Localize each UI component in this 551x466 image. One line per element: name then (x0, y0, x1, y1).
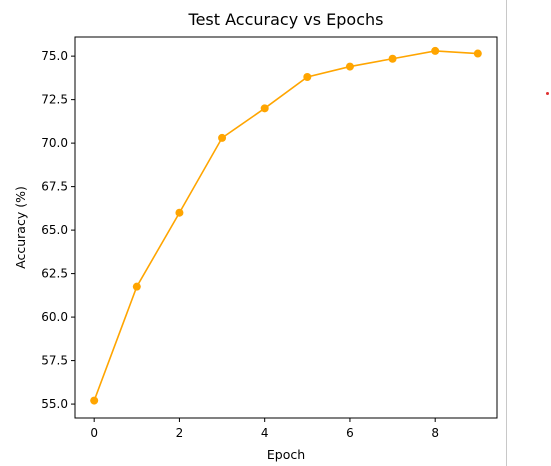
y-tick-label: 60.0 (41, 310, 68, 324)
data-point (132, 282, 141, 291)
x-tick-label: 8 (431, 426, 439, 440)
series-group (90, 46, 482, 405)
y-tick-label: 65.0 (41, 223, 68, 237)
data-point (218, 133, 227, 142)
data-point (345, 62, 354, 71)
x-tick-label: 4 (261, 426, 269, 440)
chart-title: Test Accuracy vs Epochs (188, 10, 384, 29)
x-tick-label: 6 (346, 426, 354, 440)
y-tick-label: 67.5 (41, 180, 68, 194)
data-point (260, 104, 269, 113)
panel-divider (506, 0, 507, 466)
axis-ticks: 0 2 4 6 8 55.0 57.5 60.0 62.5 65.0 67.5 70.0 72.5 75.… (41, 49, 439, 440)
x-tick-label: 2 (176, 426, 184, 440)
y-tick-label: 75.0 (41, 49, 68, 63)
data-point (90, 396, 99, 405)
data-point (388, 54, 397, 63)
y-tick-label: 57.5 (41, 354, 68, 368)
y-tick-label: 55.0 (41, 397, 68, 411)
data-point (175, 208, 184, 217)
y-tick-label: 72.5 (41, 93, 68, 107)
y-tick-label: 62.5 (41, 267, 68, 281)
y-axis-label: Accuracy (%) (13, 186, 28, 269)
y-tick-label: 70.0 (41, 136, 68, 150)
x-axis-label: Epoch (267, 447, 305, 462)
plot-frame (74, 36, 498, 419)
data-point (431, 46, 440, 55)
data-point (303, 73, 312, 82)
red-dot-marker (546, 92, 549, 95)
accuracy-series-line (93, 50, 478, 401)
x-tick-label: 0 (90, 426, 98, 440)
data-point (473, 49, 482, 58)
